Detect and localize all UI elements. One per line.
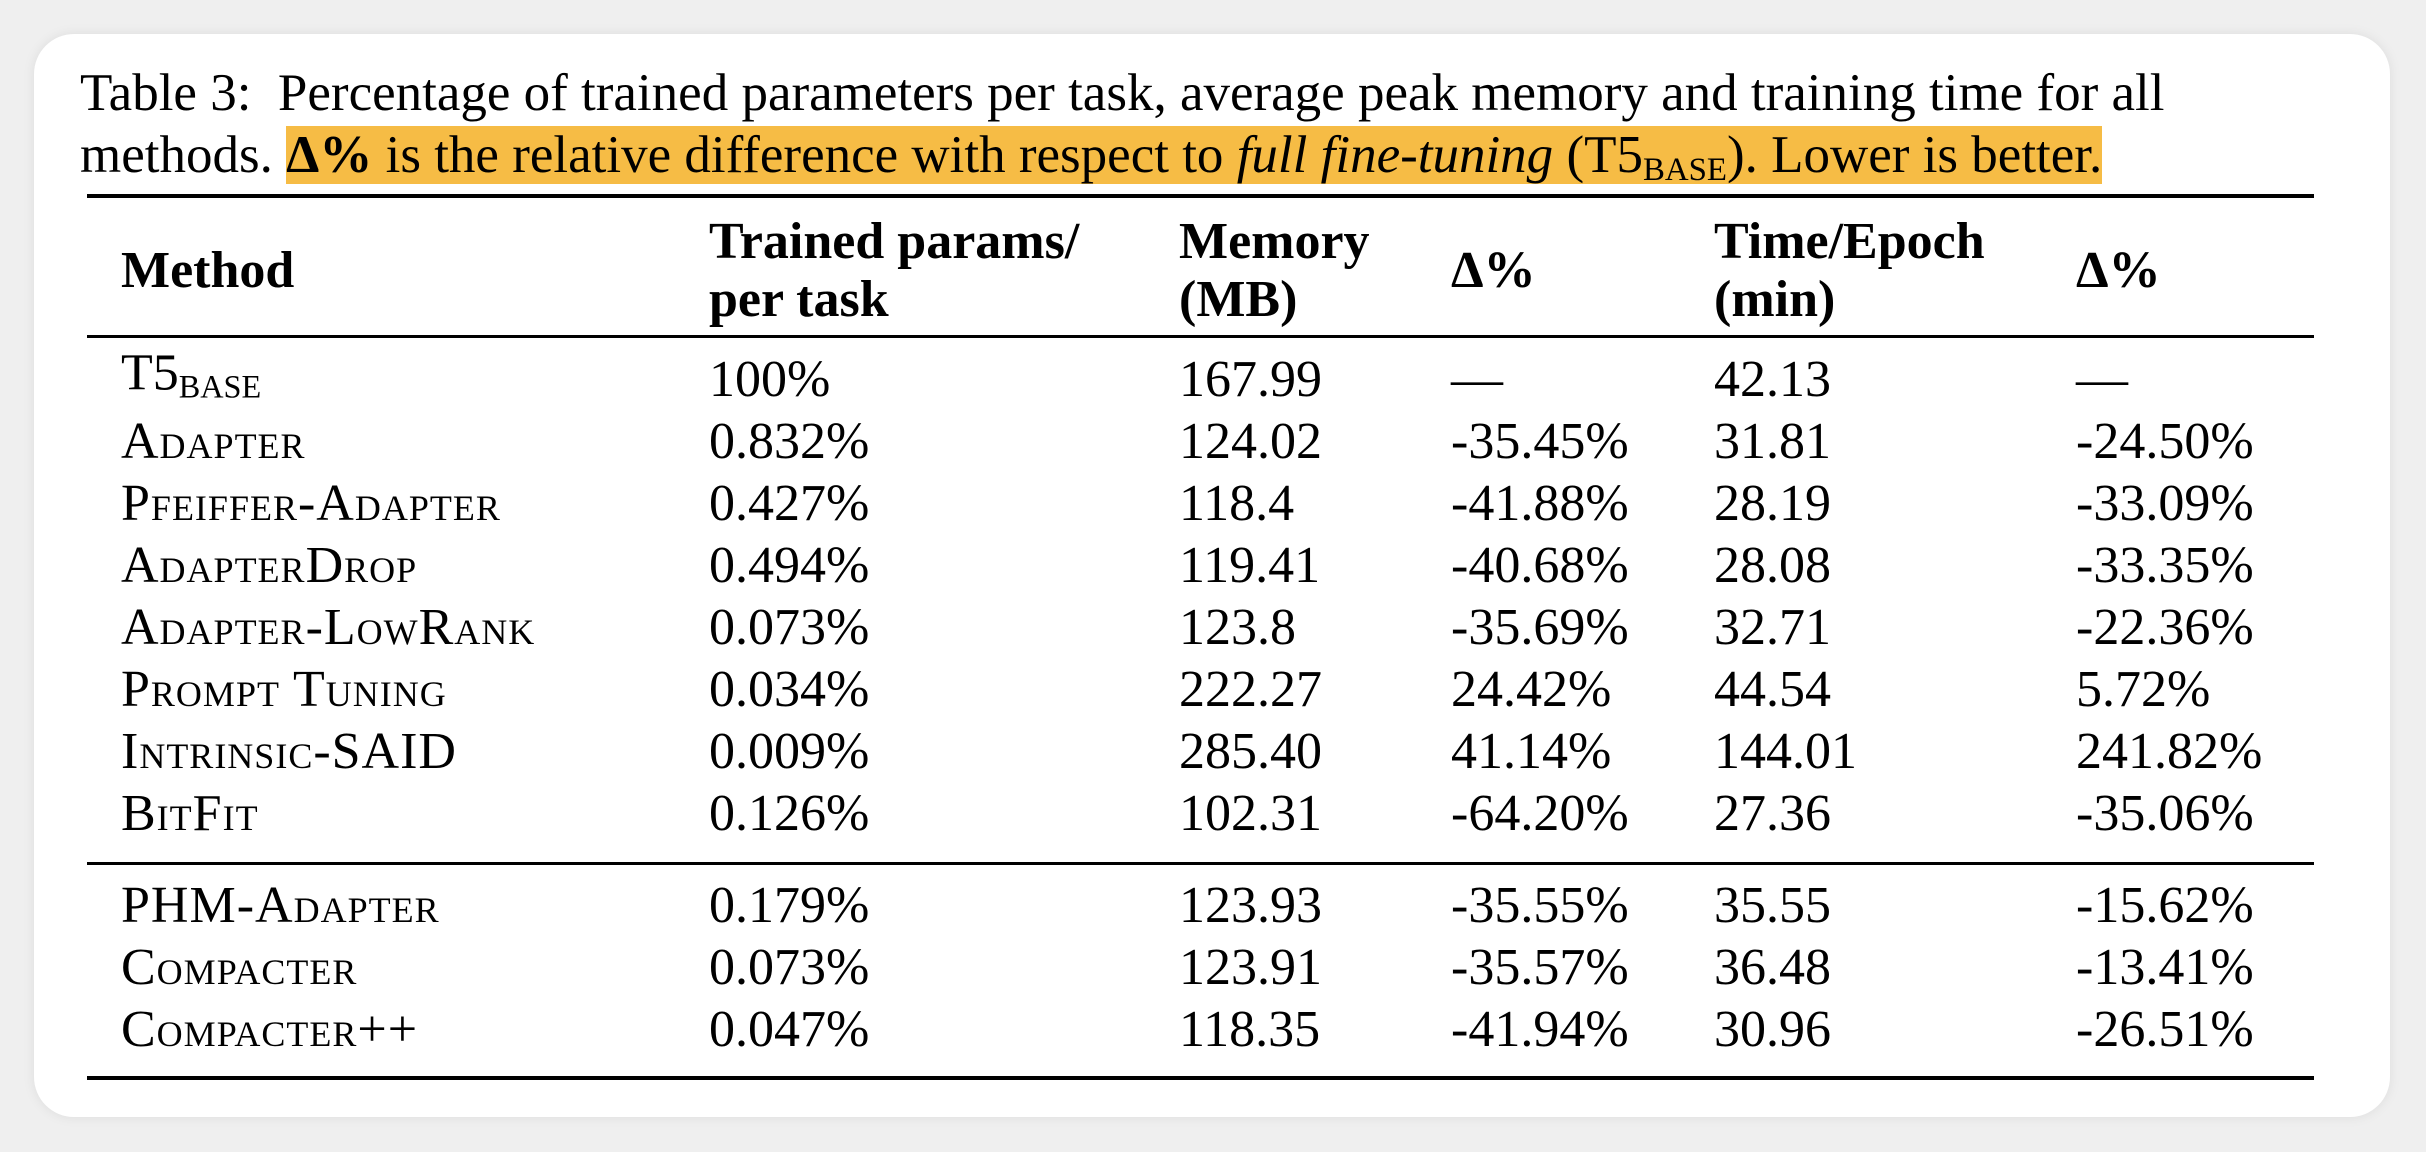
caption-label: Table 3: [80, 64, 252, 122]
method-cell: BitFit [121, 785, 259, 842]
value-cell: 0.179% [709, 877, 870, 934]
value-cell: — [2076, 351, 2128, 408]
value-cell: 27.36 [1714, 785, 1831, 842]
value-cell: 5.72% [2076, 661, 2211, 718]
method-cell: T5BASE [121, 343, 261, 416]
value-cell: -35.45% [1451, 413, 1629, 470]
value-cell: 0.047% [709, 1001, 870, 1058]
header-line: Trained params/ [709, 213, 1080, 270]
method-cell: Pfeiffer-Adapter [121, 475, 501, 532]
hl-model: (T5 [1566, 126, 1643, 184]
value-cell: 100% [709, 351, 831, 408]
method-cell: Intrinsic-SAID [121, 723, 457, 780]
value-cell: 222.27 [1179, 661, 1322, 718]
caption-text: Percentage of trained parameters per tas… [80, 64, 2165, 184]
caption: Table 3: Percentage of trained parameter… [80, 62, 2360, 201]
header-cell: Time/Epoch (min) [1714, 213, 1985, 329]
value-cell: 123.91 [1179, 939, 1322, 996]
method-cell: Prompt Tuning [121, 661, 447, 718]
value-cell: -22.36% [2076, 599, 2254, 656]
value-cell: 123.8 [1179, 599, 1296, 656]
value-cell: 0.427% [709, 475, 870, 532]
value-cell: 0.073% [709, 939, 870, 996]
value-cell: 118.4 [1179, 475, 1295, 532]
value-cell: -33.09% [2076, 475, 2254, 532]
method-cell: PHM-Adapter [121, 877, 440, 934]
header-line: Δ% [1451, 242, 1536, 299]
value-cell: 0.832% [709, 413, 870, 470]
hl-before: Δ% is the relative difference with respe… [286, 126, 1224, 184]
value-cell: -26.51% [2076, 1001, 2254, 1058]
header-cell: Method [121, 242, 294, 300]
bottom-rule [87, 1076, 2314, 1080]
group-rule [87, 862, 2314, 865]
method-cell: Compacter++ [121, 1001, 419, 1058]
value-cell: 24.42% [1451, 661, 1612, 718]
hl-model-sub: BASE [1642, 152, 1727, 189]
value-cell: 167.99 [1179, 351, 1322, 408]
value-cell: -13.41% [2076, 939, 2254, 996]
value-cell: -35.57% [1451, 939, 1629, 996]
value-cell: -41.88% [1451, 475, 1629, 532]
header-cell: Trained params/per task [709, 213, 1079, 329]
header-line: Method [121, 242, 295, 299]
value-cell: -35.06% [2076, 785, 2254, 842]
value-cell: -35.69% [1451, 599, 1629, 656]
value-cell: 285.40 [1179, 723, 1322, 780]
value-cell: 31.81 [1714, 413, 1831, 470]
value-cell: 44.54 [1714, 661, 1831, 718]
header-line: Memory [1179, 213, 1370, 270]
value-cell: 28.19 [1714, 475, 1831, 532]
value-cell: -24.50% [2076, 413, 2254, 470]
method-cell: Compacter [121, 939, 358, 996]
method-cell: AdapterDrop [121, 537, 418, 594]
method-cell: Adapter-LowRank [121, 599, 536, 656]
value-cell: 0.009% [709, 723, 870, 780]
header-rule [87, 335, 2314, 338]
value-cell: 118.35 [1179, 1001, 1321, 1058]
caption-highlight: Δ% is the relative difference with respe… [286, 126, 2103, 188]
value-cell: 0.126% [709, 785, 870, 842]
value-cell: 241.82% [2076, 723, 2263, 780]
value-cell: 32.71 [1714, 599, 1831, 656]
card [34, 34, 2390, 1117]
value-cell: — [1451, 351, 1503, 408]
value-cell: 41.14% [1451, 723, 1612, 780]
header-cell: Δ% [2076, 242, 2161, 300]
value-cell: 0.034% [709, 661, 870, 718]
value-cell: 124.02 [1179, 413, 1322, 470]
top-rule [87, 194, 2314, 198]
value-cell: 36.48 [1714, 939, 1831, 996]
value-cell: 42.13 [1714, 351, 1831, 408]
header-line: Δ% [2076, 242, 2161, 299]
value-cell: 30.96 [1714, 1001, 1831, 1058]
method-cell: Adapter [121, 413, 306, 470]
header-line: Time/Epoch [1714, 213, 1985, 270]
hl-after: ). Lower is better. [1726, 126, 2103, 184]
method-name: T5 [121, 344, 179, 402]
value-cell: 0.073% [709, 599, 870, 656]
header-line: (min) [1714, 271, 1836, 328]
value-cell: 119.41 [1179, 537, 1321, 594]
header-cell: Δ% [1451, 242, 1536, 300]
value-cell: -35.55% [1451, 877, 1629, 934]
header-line: (MB) [1179, 271, 1298, 328]
value-cell: 102.31 [1179, 785, 1322, 842]
value-cell: -40.68% [1451, 537, 1629, 594]
value-cell: -64.20% [1451, 785, 1629, 842]
header-cell: Memory (MB) [1179, 213, 1370, 329]
value-cell: -33.35% [2076, 537, 2254, 594]
header-line: per task [709, 271, 889, 328]
value-cell: 144.01 [1714, 723, 1857, 780]
value-cell: 123.93 [1179, 877, 1322, 934]
value-cell: -15.62% [2076, 877, 2254, 934]
value-cell: -41.94% [1451, 1001, 1629, 1058]
value-cell: 35.55 [1714, 877, 1831, 934]
value-cell: 28.08 [1714, 537, 1831, 594]
hl-emphasis: full fine-tuning [1236, 126, 1554, 184]
value-cell: 0.494% [709, 537, 870, 594]
method-sub: BASE [178, 368, 262, 405]
